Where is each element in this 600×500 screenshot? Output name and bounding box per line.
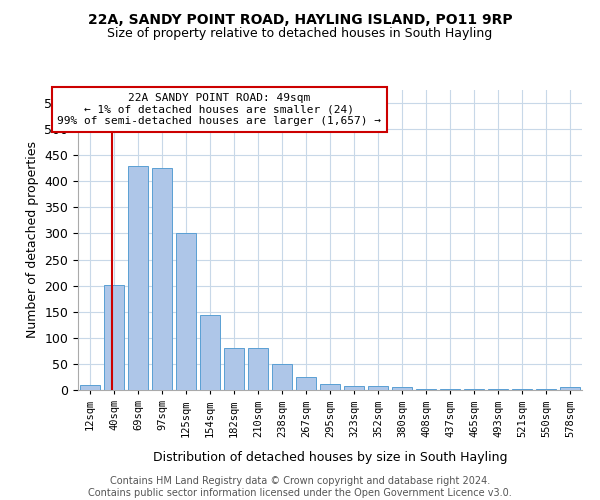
Text: Contains HM Land Registry data © Crown copyright and database right 2024.: Contains HM Land Registry data © Crown c… bbox=[110, 476, 490, 486]
Bar bbox=[104, 284, 124, 390]
Bar bbox=[224, 348, 244, 390]
Bar bbox=[440, 389, 460, 390]
Bar bbox=[152, 168, 172, 390]
Bar bbox=[392, 388, 412, 390]
Text: Size of property relative to detached houses in South Hayling: Size of property relative to detached ho… bbox=[107, 28, 493, 40]
Text: 22A SANDY POINT ROAD: 49sqm
← 1% of detached houses are smaller (24)
99% of semi: 22A SANDY POINT ROAD: 49sqm ← 1% of deta… bbox=[57, 93, 381, 126]
Bar bbox=[416, 389, 436, 390]
Bar bbox=[200, 316, 220, 390]
Bar bbox=[320, 384, 340, 390]
Text: 22A, SANDY POINT ROAD, HAYLING ISLAND, PO11 9RP: 22A, SANDY POINT ROAD, HAYLING ISLAND, P… bbox=[88, 12, 512, 26]
Text: Contains public sector information licensed under the Open Government Licence v3: Contains public sector information licen… bbox=[88, 488, 512, 498]
Y-axis label: Number of detached properties: Number of detached properties bbox=[26, 142, 39, 338]
Bar bbox=[80, 385, 100, 390]
Bar bbox=[176, 234, 196, 390]
Bar bbox=[272, 364, 292, 390]
Bar bbox=[128, 166, 148, 390]
Text: Distribution of detached houses by size in South Hayling: Distribution of detached houses by size … bbox=[153, 451, 507, 464]
Bar bbox=[560, 388, 580, 390]
Bar bbox=[368, 386, 388, 390]
Bar bbox=[248, 348, 268, 390]
Bar bbox=[344, 386, 364, 390]
Bar bbox=[296, 377, 316, 390]
